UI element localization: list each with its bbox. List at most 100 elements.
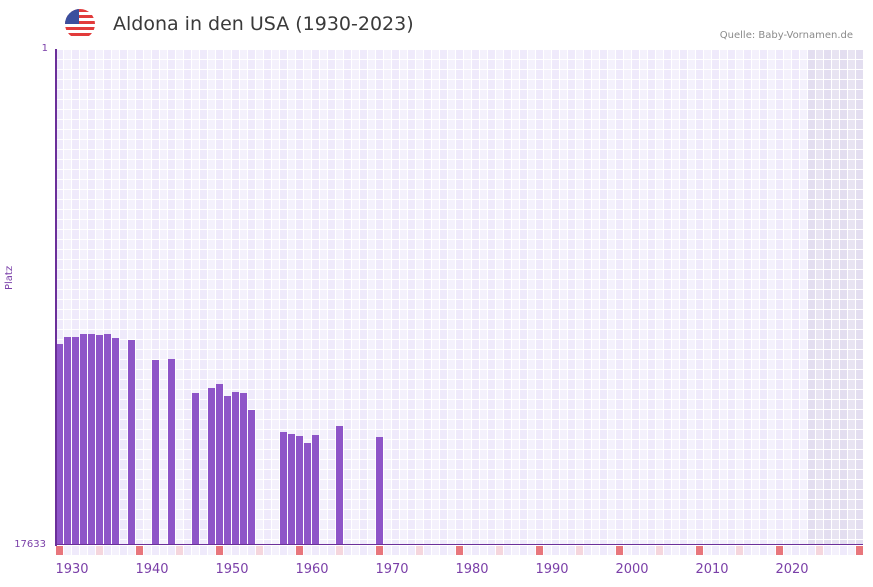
year-marker <box>392 546 399 555</box>
year-marker <box>400 546 407 555</box>
year-marker <box>432 546 439 555</box>
x-tick-label: 2010 <box>695 562 729 577</box>
year-marker <box>528 546 535 555</box>
year-marker <box>640 546 647 555</box>
year-marker <box>136 546 143 555</box>
bar-1952 <box>248 410 255 545</box>
year-marker <box>576 546 583 555</box>
year-marker <box>840 546 847 555</box>
year-marker <box>144 546 151 555</box>
year-marker <box>440 546 447 555</box>
year-marker <box>176 546 183 555</box>
year-marker <box>120 546 127 555</box>
bar-1951 <box>240 393 247 545</box>
year-marker <box>552 546 559 555</box>
x-tick-label: 1980 <box>455 562 489 577</box>
year-marker <box>112 546 119 555</box>
year-marker <box>672 546 679 555</box>
year-marker <box>456 546 463 555</box>
bar-1931 <box>80 334 87 545</box>
year-marker <box>160 546 167 555</box>
source-label: Quelle: Baby-Vornamen.de <box>719 30 853 41</box>
year-marker <box>336 546 343 555</box>
year-marker <box>592 546 599 555</box>
year-marker <box>856 546 863 555</box>
year-marker <box>824 546 831 555</box>
year-marker <box>232 546 239 555</box>
bar-1932 <box>88 334 95 545</box>
year-marker <box>688 546 695 555</box>
bar-1933 <box>96 335 103 545</box>
year-marker <box>448 546 455 555</box>
x-tick-label: 1990 <box>535 562 569 577</box>
year-marker <box>360 546 367 555</box>
y-axis-title: Platz <box>4 265 15 290</box>
year-marker <box>352 546 359 555</box>
year-marker <box>816 546 823 555</box>
year-marker <box>104 546 111 555</box>
year-marker <box>544 546 551 555</box>
year-marker <box>280 546 287 555</box>
chart-title: Aldona in den USA (1930-2023) <box>113 13 414 35</box>
year-marker <box>288 546 295 555</box>
us-flag-icon <box>65 9 95 39</box>
year-marker <box>72 546 79 555</box>
year-marker <box>560 546 567 555</box>
year-marker <box>128 546 135 555</box>
year-marker <box>368 546 375 555</box>
bar-1960 <box>312 435 319 545</box>
year-marker <box>472 546 479 555</box>
year-marker <box>96 546 103 555</box>
y-tick-bottom: 17633 <box>14 539 46 550</box>
bar-1948 <box>216 384 223 545</box>
year-marker <box>728 546 735 555</box>
year-marker <box>800 546 807 555</box>
year-marker <box>744 546 751 555</box>
year-marker <box>512 546 519 555</box>
x-tick-label: 2020 <box>775 562 809 577</box>
year-marker <box>328 546 335 555</box>
year-marker <box>424 546 431 555</box>
year-marker <box>832 546 839 555</box>
year-marker <box>616 546 623 555</box>
year-marker <box>736 546 743 555</box>
year-marker <box>264 546 271 555</box>
year-marker <box>408 546 415 555</box>
year-marker <box>680 546 687 555</box>
grid-background <box>56 50 863 549</box>
year-marker <box>760 546 767 555</box>
bar-1937 <box>128 340 135 545</box>
year-marker <box>568 546 575 555</box>
bar-1947 <box>208 388 215 545</box>
year-marker <box>504 546 511 555</box>
bar-1950 <box>232 391 239 545</box>
year-marker <box>608 546 615 555</box>
bar-1935 <box>112 338 119 545</box>
year-marker <box>648 546 655 555</box>
x-tick-label: 1950 <box>215 562 249 577</box>
year-marker <box>600 546 607 555</box>
x-tick-label: 2000 <box>615 562 649 577</box>
year-marker <box>80 546 87 555</box>
year-marker <box>624 546 631 555</box>
bar-1949 <box>224 395 231 545</box>
year-marker <box>536 546 543 555</box>
year-marker <box>208 546 215 555</box>
year-marker <box>480 546 487 555</box>
year-marker <box>768 546 775 555</box>
bar-1963 <box>336 426 343 545</box>
year-marker <box>464 546 471 555</box>
year-marker <box>712 546 719 555</box>
year-marker <box>304 546 311 555</box>
year-marker <box>664 546 671 555</box>
year-marker <box>272 546 279 555</box>
year-marker <box>848 546 855 555</box>
bar-1945 <box>192 393 199 545</box>
bar-1957 <box>288 433 295 545</box>
bar-1956 <box>280 431 287 545</box>
year-marker <box>792 546 799 555</box>
year-marker <box>224 546 231 555</box>
year-marker <box>488 546 495 555</box>
bar-1928 <box>56 344 63 545</box>
year-marker <box>784 546 791 555</box>
